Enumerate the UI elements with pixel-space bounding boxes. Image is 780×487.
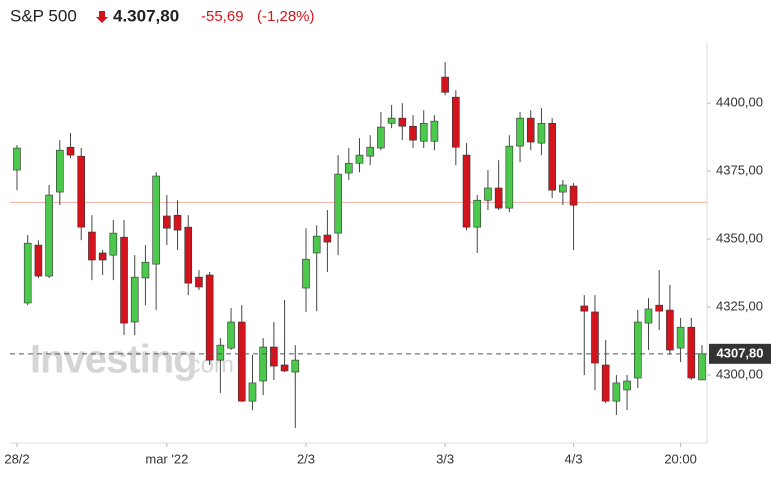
candle-body: [302, 258, 310, 289]
last-price-box: [709, 343, 771, 364]
candle-body: [45, 194, 53, 277]
candle-body: [163, 215, 171, 229]
candle-body: [505, 145, 514, 209]
candle-body: [387, 117, 396, 124]
y-tick-label: 4325,00: [716, 299, 763, 314]
candle-body: [687, 326, 696, 379]
candle-body: [205, 274, 214, 361]
candle-body: [56, 149, 64, 193]
candle-body: [344, 162, 353, 174]
x-tick-label: 2/3: [297, 451, 315, 466]
candle-body: [173, 214, 182, 231]
candle-body: [473, 199, 482, 228]
candle-body: [88, 231, 96, 261]
candle-body: [644, 308, 653, 324]
watermark: Investing .com: [30, 338, 234, 382]
candle-body: [109, 232, 118, 256]
candle-body: [291, 359, 300, 373]
candle-body: [623, 380, 631, 391]
candle-body: [430, 120, 439, 142]
candle-body: [23, 242, 32, 304]
candle-body: [526, 117, 535, 143]
candle-body: [152, 175, 160, 265]
x-tick-label: 4/3: [565, 451, 583, 466]
candle-body: [66, 146, 75, 156]
candle-body: [601, 364, 610, 402]
candle-body: [355, 154, 364, 164]
change: -55,69: [201, 8, 244, 25]
price: 4.307,80: [113, 6, 179, 25]
candle-body: [184, 226, 193, 284]
candle-body: [666, 309, 674, 351]
candle-body: [377, 126, 385, 149]
candle-body: [559, 184, 567, 193]
x-tick-label: 28/2: [4, 451, 29, 466]
y-tick-label: 4350,00: [716, 231, 763, 246]
down-arrow: [96, 11, 108, 23]
candle-body: [141, 261, 150, 279]
candle-body: [248, 382, 257, 402]
candle-body: [484, 187, 492, 201]
candle-body: [569, 185, 578, 206]
candle-body: [195, 276, 203, 288]
candle-body: [441, 76, 449, 93]
candle-body: [323, 234, 332, 243]
candle-body: [698, 353, 706, 381]
candle-body: [462, 154, 471, 228]
candle-body: [98, 252, 107, 261]
y-tick-label: 4400,00: [716, 95, 763, 110]
candle-body: [120, 236, 128, 324]
candle-body: [409, 125, 417, 141]
candle-body: [516, 117, 524, 147]
y-tick-label: 4375,00: [716, 163, 763, 178]
candle-body: [216, 344, 225, 361]
candle-body: [537, 122, 546, 144]
candle-body: [77, 155, 86, 228]
candle-body: [366, 146, 375, 157]
candle-body: [312, 235, 321, 254]
candle-body: [655, 304, 663, 312]
candle-body: [580, 305, 589, 312]
x-tick-label: 20:00: [664, 451, 697, 466]
candle-body: [280, 364, 289, 372]
chart-title: S&P 500: [10, 6, 77, 25]
change-percent: (-1,28%): [257, 8, 315, 25]
candle-body: [548, 122, 556, 191]
candle-body: [633, 321, 642, 379]
candle-body: [130, 276, 139, 323]
candle-body: [398, 117, 407, 127]
candle-body: [612, 382, 621, 402]
candle-body: [419, 122, 428, 142]
y-tick-label: 4300,00: [716, 366, 763, 381]
candle-body: [237, 321, 246, 402]
candle-body: [334, 173, 342, 234]
candle-body: [270, 346, 278, 367]
x-tick-label: 3/3: [436, 451, 454, 466]
candle-body: [676, 326, 685, 349]
candle-body: [591, 311, 599, 364]
x-tick-label: mar '22: [145, 451, 188, 466]
candle-body: [494, 187, 503, 209]
last-price-label: 4307,80: [717, 345, 764, 360]
watermark-brand: Investing: [30, 338, 197, 382]
candle-body: [227, 321, 235, 349]
candle-body: [13, 147, 21, 171]
candle-body: [452, 96, 460, 148]
candle-body: [259, 346, 267, 382]
candle-body: [34, 244, 43, 277]
